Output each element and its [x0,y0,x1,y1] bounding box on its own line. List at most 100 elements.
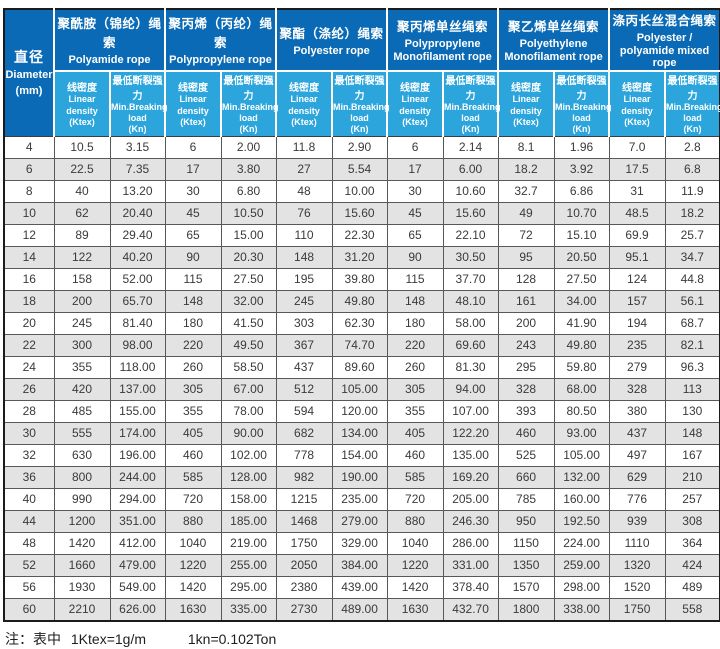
value-cell: 128 [497,267,555,291]
value-cell: 148 [664,421,720,445]
value-cell: 3.92 [553,157,610,181]
value-cell: 68.7 [664,311,720,335]
table-row: 6 22.5 7.35 17 3.80 27 5.54 17 6.00 18.2 3.92 17.5 6… [3,157,720,181]
diameter-cell: 52 [3,553,55,577]
value-cell: 6.00 [442,157,499,181]
value-cell: 78.00 [220,399,277,423]
value-cell: 32.00 [220,289,277,313]
value-cell: 32.7 [497,179,555,203]
value-cell: 279 [608,355,666,379]
value-cell: 629 [608,465,666,489]
diameter-cell: 44 [3,509,55,533]
value-cell: 30.50 [442,245,499,269]
subheader-unit: (Kn) [461,124,480,135]
value-cell: 132.00 [553,465,610,489]
subheader-linear-density: 线密度 Linear density (Ktex) [164,69,223,137]
value-cell: 6 [164,135,222,159]
value-cell: 34.00 [553,289,610,313]
value-cell: 335.00 [220,597,277,622]
value-cell: 158 [53,267,111,291]
value-cell: 439.00 [331,575,388,599]
subheader-zh: 最低断裂强力 [223,75,274,102]
value-cell: 128.00 [220,465,277,489]
value-cell: 10.60 [442,179,499,203]
value-cell: 778 [275,443,333,467]
subheader-unit: (Ktex) [402,116,428,127]
value-cell: 295 [497,355,555,379]
subheader-zh: 线密度 [511,83,542,95]
value-cell: 11.9 [664,179,720,203]
value-cell: 512 [275,377,333,401]
value-cell: 161 [497,289,555,313]
value-cell: 585 [386,465,444,489]
value-cell: 7.35 [109,157,166,181]
value-cell: 982 [275,465,333,489]
value-cell: 594 [275,399,333,423]
value-cell: 279.00 [331,509,388,533]
diameter-cell: 60 [3,597,55,622]
subheader-en: load [461,113,480,124]
value-cell: 939 [608,509,666,533]
value-cell: 260 [164,355,222,379]
value-cell: 460 [164,443,222,467]
diameter-cell: 30 [3,421,55,445]
value-cell: 74.70 [331,333,388,357]
value-cell: 720 [386,487,444,511]
value-cell: 255.00 [220,553,277,577]
value-cell: 880 [386,509,444,533]
value-cell: 303 [275,311,333,335]
value-cell: 3.15 [109,135,166,159]
value-cell: 90.00 [220,421,277,445]
subheader-linear-density: 线密度 Linear density (Ktex) [386,69,445,137]
value-cell: 1350 [497,553,555,577]
value-cell: 48.10 [442,289,499,313]
table-row: 44 1200 351.00 880 185.00 1468 279.00 880 246.30… [3,509,720,533]
subheader-en: Linear density [66,94,98,116]
diameter-cell: 6 [3,157,55,181]
value-cell: 6.8 [664,157,720,181]
value-cell: 260 [386,355,444,379]
value-cell: 6.86 [553,179,610,203]
value-cell: 190.00 [331,465,388,489]
value-cell: 44.8 [664,267,720,291]
value-cell: 405 [164,421,222,445]
value-cell: 59.80 [553,355,610,379]
value-cell: 18.2 [664,201,720,225]
value-cell: 37.70 [442,267,499,291]
value-cell: 1220 [164,553,222,577]
group-header-2: 聚丙烯（丙纶）绳索 Polypropylene rope [164,8,278,72]
table-row: 10 62 20.40 45 10.50 76 15.60 45 15.60 49 10.70 48.… [3,201,720,225]
value-cell: 355 [164,399,222,423]
value-cell: 329.00 [331,531,388,555]
value-cell: 220 [386,333,444,357]
footnote: 注：表中 1Ktex=1g/m 1kn=0.102Ton [3,629,717,649]
value-cell: 460 [497,421,555,445]
diameter-cell: 12 [3,223,55,247]
table-row: 20 245 81.40 180 41.50 303 62.30 180 58.00 200 41.… [3,311,720,335]
subheader-unit: (Kn) [128,124,147,135]
subheader-unit: (Kn) [572,124,591,135]
subheader-unit: (Ktex) [69,116,95,127]
value-cell: 364 [664,531,720,555]
value-cell: 95.1 [608,245,666,269]
value-cell: 1420 [164,575,222,599]
value-cell: 174.00 [109,421,166,445]
value-cell: 776 [608,487,666,511]
value-cell: 65.70 [109,289,166,313]
value-cell: 210 [664,465,720,489]
subheader-unit: (Ktex) [624,116,650,127]
value-cell: 412.00 [109,531,166,555]
value-cell: 45 [386,201,444,225]
value-cell: 96.3 [664,355,720,379]
value-cell: 34.7 [664,245,720,269]
value-cell: 1520 [608,575,666,599]
group-title-zh: 涤丙长丝混合绳索 [612,14,717,28]
subheader-en: Min.Breaking [333,101,390,112]
subheader-linear-density: 线密度 Linear density (Ktex) [53,69,111,137]
value-cell: 331.00 [442,553,499,577]
diameter-cell: 56 [3,575,55,599]
value-cell: 17.5 [608,157,666,181]
value-cell: 10.5 [53,135,111,159]
value-cell: 2.00 [220,135,277,159]
group-title-zh: 聚丙烯（丙纶）绳索 [168,17,273,51]
